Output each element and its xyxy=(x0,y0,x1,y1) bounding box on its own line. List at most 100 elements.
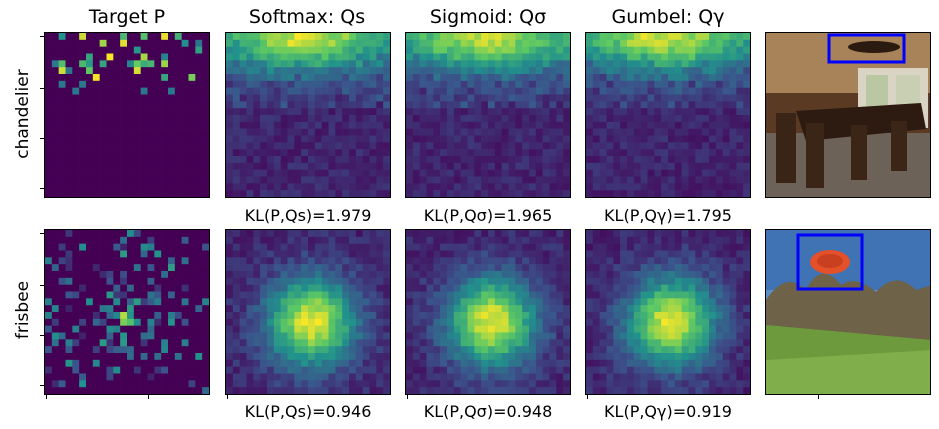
heatmap-cell xyxy=(508,101,516,109)
heatmap-cell xyxy=(474,142,482,150)
heatmap-cell xyxy=(45,142,53,150)
heatmap-cell xyxy=(174,135,182,143)
heatmap-cell xyxy=(709,353,717,361)
heatmap-cell xyxy=(349,325,357,333)
heatmap-cell xyxy=(65,380,73,388)
heatmap-cell xyxy=(406,359,414,367)
heatmap-cell xyxy=(301,176,309,184)
heatmap-cell xyxy=(308,359,316,367)
heatmap-cell xyxy=(120,169,128,177)
heatmap-cell xyxy=(273,236,281,244)
heatmap-cell xyxy=(376,380,384,388)
heatmap-cell xyxy=(92,80,100,88)
heatmap-cell xyxy=(174,291,182,299)
heatmap-cell xyxy=(647,366,655,374)
heatmap-cell xyxy=(586,339,594,347)
heatmap-cell xyxy=(51,250,59,258)
heatmap-cell xyxy=(45,121,53,129)
heatmap-cell xyxy=(133,190,141,197)
heatmap-cell xyxy=(501,298,509,306)
heatmap-cell xyxy=(688,101,696,109)
heatmap-cell xyxy=(99,33,107,41)
heatmap-cell xyxy=(383,359,390,367)
heatmap-cell xyxy=(133,332,141,340)
heatmap-cell xyxy=(715,380,723,388)
heatmap-cell xyxy=(161,318,169,326)
heatmap-cell xyxy=(620,380,628,388)
heatmap-cell xyxy=(355,373,363,381)
heatmap-cell xyxy=(661,46,669,54)
heatmap-cell xyxy=(592,156,600,164)
heatmap-cell xyxy=(406,115,414,123)
heatmap-cell xyxy=(308,190,316,197)
heatmap-cell xyxy=(321,305,329,313)
heatmap-cell xyxy=(287,271,295,279)
heatmap-cell xyxy=(154,53,162,61)
heatmap-cell xyxy=(226,94,234,102)
heatmap-cell xyxy=(321,67,329,75)
heatmap-cell xyxy=(202,230,209,238)
heatmap-cell xyxy=(556,243,564,251)
heatmap-cell xyxy=(147,366,155,374)
heatmap-cell xyxy=(113,121,121,129)
heatmap-cell xyxy=(529,101,537,109)
heatmap-cell xyxy=(549,284,557,292)
heatmap-cell xyxy=(695,339,703,347)
heatmap-cell xyxy=(599,169,607,177)
heatmap-cell xyxy=(620,169,628,177)
heatmap-cell xyxy=(147,60,155,68)
heatmap-cell xyxy=(355,339,363,347)
heatmap-cell xyxy=(342,162,350,170)
heatmap-cell xyxy=(140,325,148,333)
heatmap-cell xyxy=(376,183,384,191)
heatmap-cell xyxy=(647,339,655,347)
heatmap-cell xyxy=(627,291,635,299)
heatmap-cell xyxy=(202,257,209,265)
heatmap-cell xyxy=(127,318,135,326)
heatmap-cell xyxy=(406,46,414,54)
heatmap-cell xyxy=(188,121,196,129)
heatmap-cell xyxy=(743,115,750,123)
heatmap-cell xyxy=(362,264,370,272)
heatmap-cell xyxy=(467,332,475,340)
heatmap-cell xyxy=(140,108,148,116)
heatmap-cell xyxy=(440,169,448,177)
heatmap-cell xyxy=(440,115,448,123)
heatmap-cell xyxy=(654,325,662,333)
heatmap-cell xyxy=(613,101,621,109)
heatmap-cell xyxy=(355,284,363,292)
heatmap-cell xyxy=(613,284,621,292)
heatmap-cell xyxy=(606,121,614,129)
heatmap-cell xyxy=(640,183,648,191)
heatmap-cell xyxy=(722,121,730,129)
heatmap-cell xyxy=(743,318,750,326)
heatmap-cell xyxy=(515,305,523,313)
heatmap-cell xyxy=(620,183,628,191)
heatmap-cell xyxy=(51,101,59,109)
heatmap-cell xyxy=(702,236,710,244)
heatmap-cell xyxy=(226,53,234,61)
heatmap-cell xyxy=(433,291,441,299)
heatmap-cell xyxy=(154,332,162,340)
heatmap-cell xyxy=(51,318,59,326)
heatmap-cell xyxy=(328,128,336,136)
heatmap-cell xyxy=(328,339,336,347)
heatmap-cell xyxy=(627,339,635,347)
heatmap-cell xyxy=(688,312,696,320)
heatmap-cell xyxy=(133,87,141,95)
heatmap-cell xyxy=(246,264,254,272)
heatmap-cell xyxy=(349,353,357,361)
heatmap-cell xyxy=(369,156,377,164)
heatmap-cell xyxy=(92,190,100,197)
heatmap-cell xyxy=(355,74,363,82)
heatmap-cell xyxy=(453,128,461,136)
heatmap-cell xyxy=(702,135,710,143)
heatmap-cell xyxy=(232,243,240,251)
heatmap-cell xyxy=(154,94,162,102)
heatmap-cell xyxy=(535,243,543,251)
heatmap-cell xyxy=(308,162,316,170)
heatmap-cell xyxy=(106,39,114,47)
heatmap-cell xyxy=(419,108,427,116)
heatmap-cell xyxy=(154,149,162,157)
heatmap-cell xyxy=(515,190,523,197)
